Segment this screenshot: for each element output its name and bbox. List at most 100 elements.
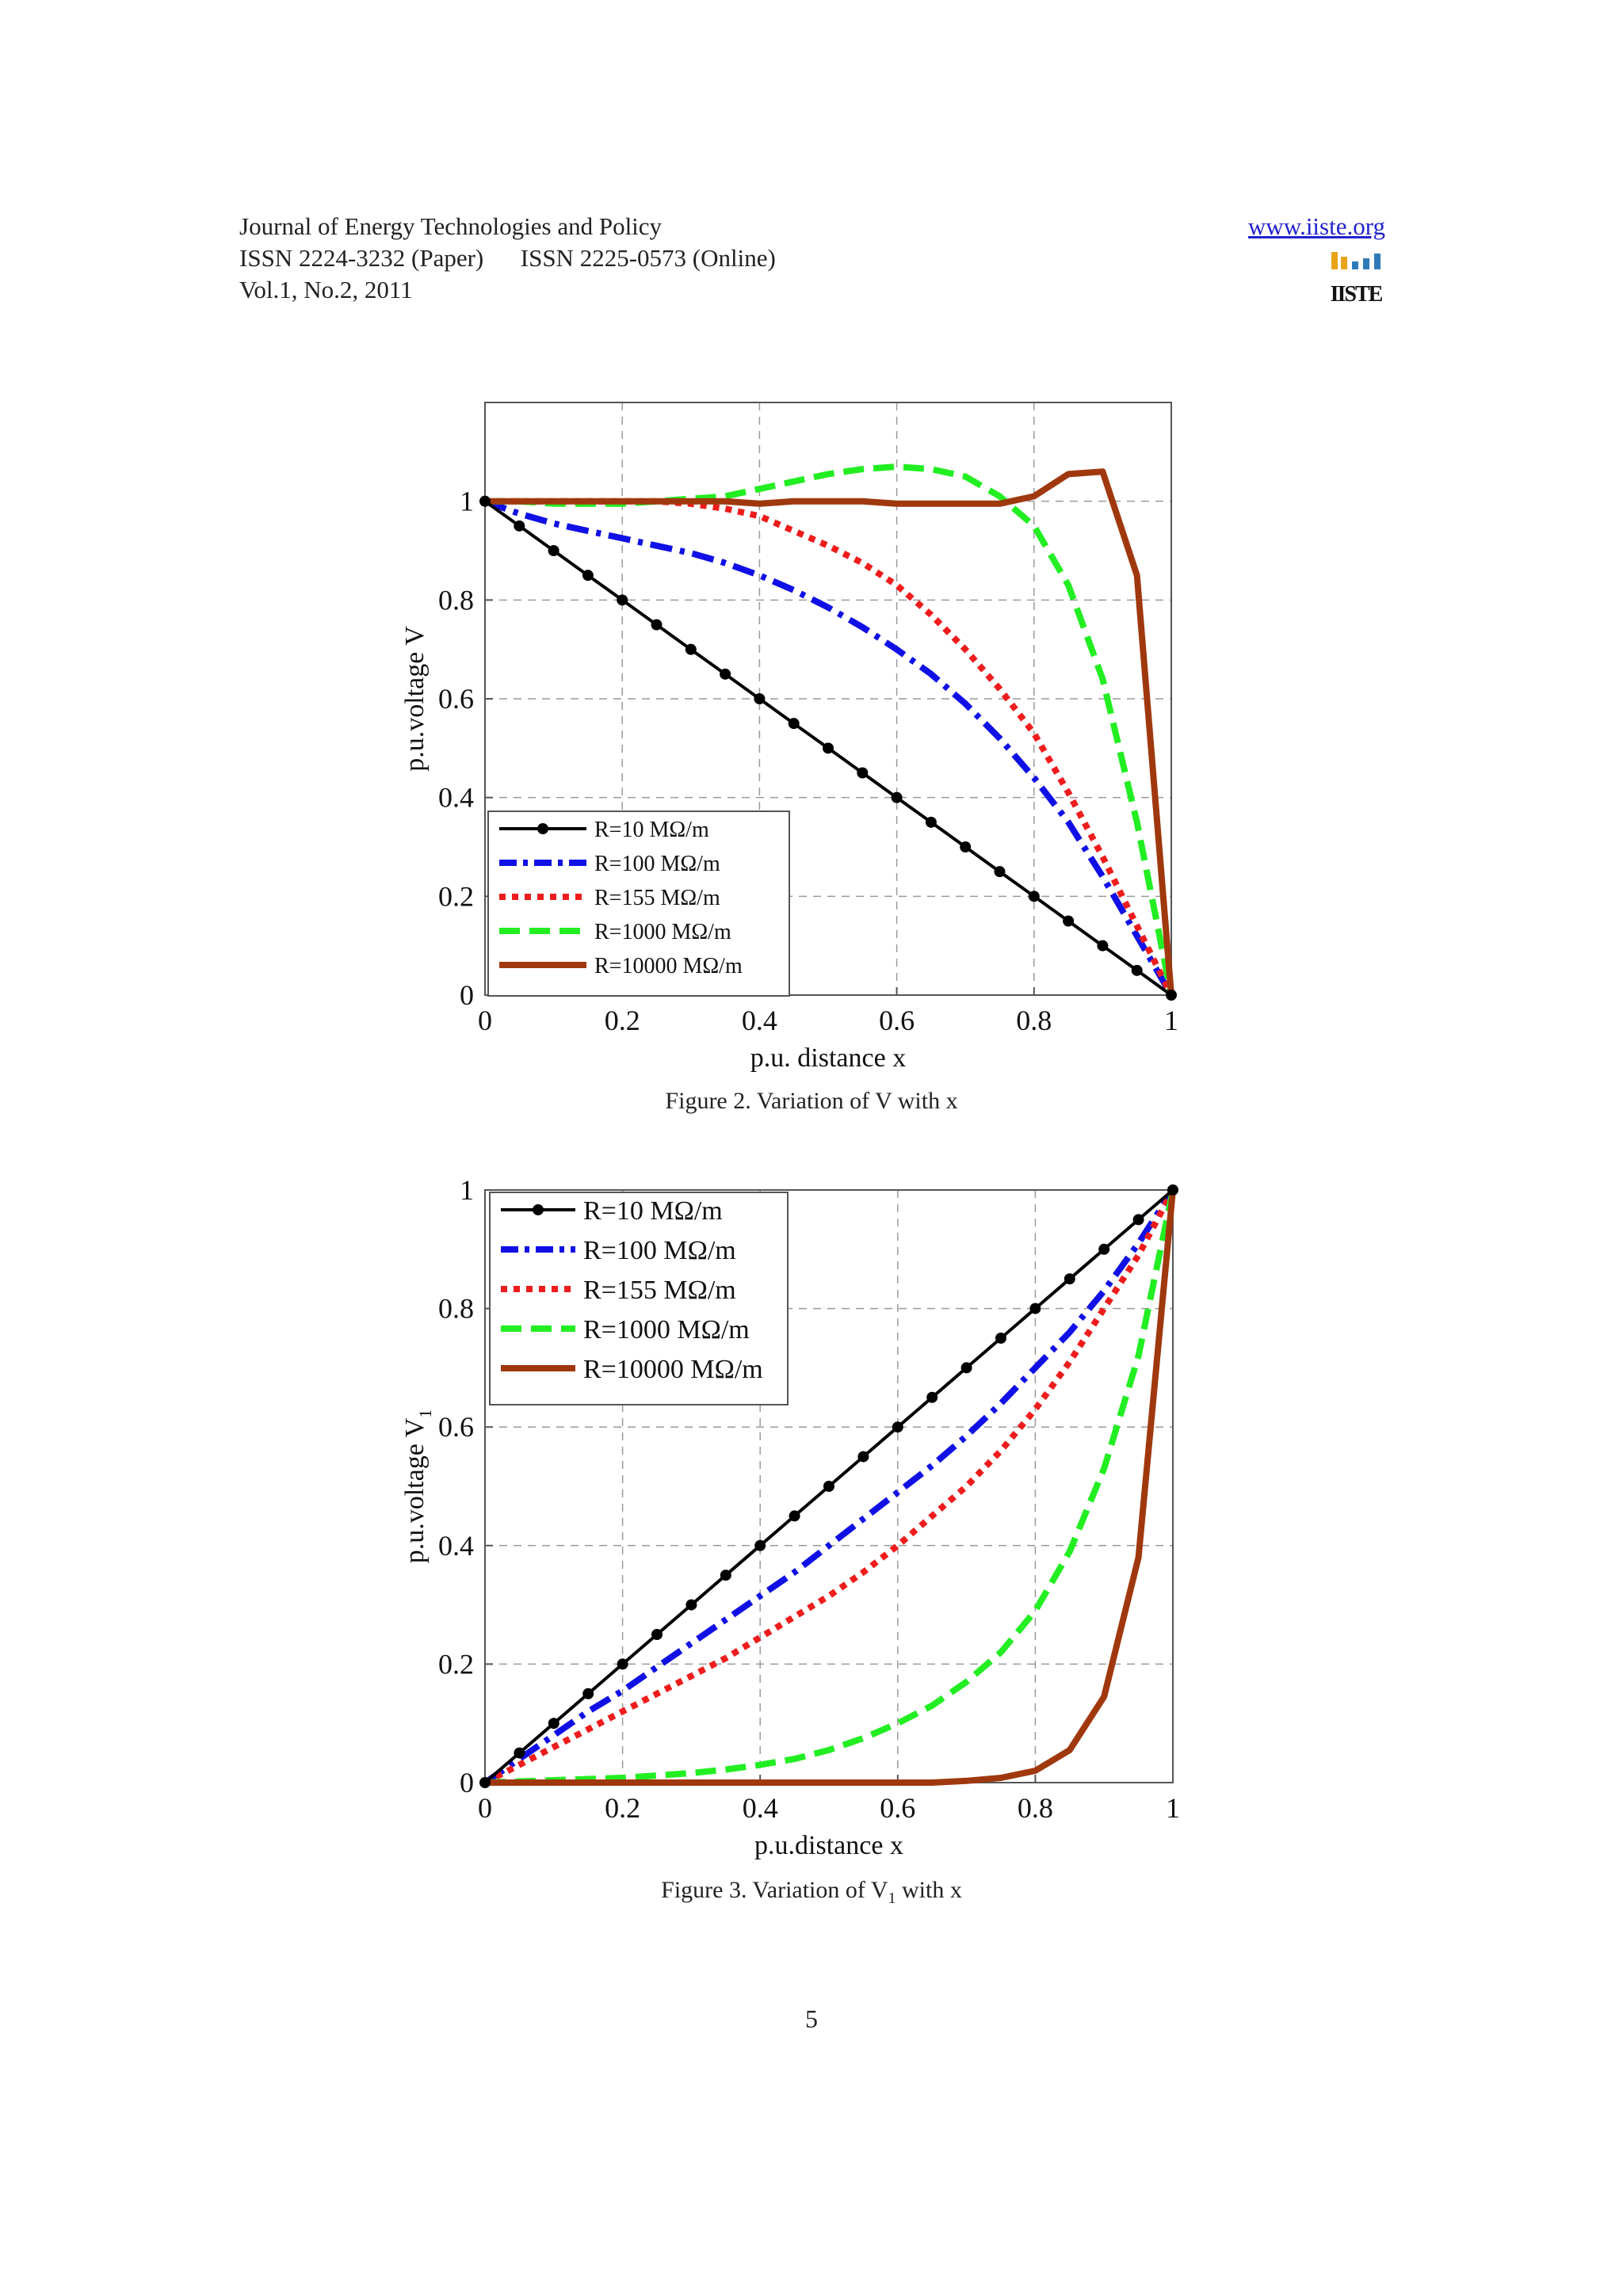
website-link[interactable]: www.iiste.org bbox=[1247, 212, 1385, 240]
data-point bbox=[685, 1599, 697, 1611]
data-point bbox=[823, 1481, 834, 1492]
data-point bbox=[479, 495, 491, 507]
data-point bbox=[617, 594, 628, 606]
data-point bbox=[548, 1718, 559, 1730]
legend-box bbox=[489, 1192, 789, 1405]
x-tick-label: 0 bbox=[478, 1792, 492, 1824]
data-point bbox=[960, 1362, 972, 1374]
data-point bbox=[720, 668, 731, 680]
x-tick-label: 0.2 bbox=[605, 1005, 640, 1036]
issn-line: ISSN 2224-3232 (Paper) ISSN 2225-0573 (O… bbox=[239, 242, 776, 274]
legend-marker bbox=[537, 823, 548, 834]
data-point bbox=[925, 816, 937, 828]
x-tick-label: 1 bbox=[1164, 1005, 1178, 1036]
figure-3-caption: Figure 3. Variation of V1 with x bbox=[0, 1875, 1623, 1914]
data-point bbox=[1166, 990, 1177, 1001]
series-line bbox=[484, 1189, 1176, 1786]
series-line bbox=[483, 500, 1173, 997]
data-point bbox=[1098, 1243, 1110, 1255]
data-point bbox=[892, 1421, 903, 1433]
y-tick-label: 0 bbox=[460, 979, 474, 1011]
data-point bbox=[685, 643, 697, 655]
y-tick-label: 0.2 bbox=[438, 880, 474, 912]
series-line bbox=[483, 1188, 1174, 1784]
y-tick-label: 1 bbox=[460, 1174, 474, 1206]
series-line bbox=[485, 1189, 1176, 1786]
data-point bbox=[995, 1333, 1006, 1344]
data-point bbox=[926, 1391, 938, 1403]
logo-text: IISTE bbox=[1331, 282, 1383, 306]
y-tick-label: 0.4 bbox=[438, 1530, 474, 1562]
data-point bbox=[789, 1510, 800, 1522]
y-axis-label-sub: 1 bbox=[415, 1409, 435, 1418]
volume-line: Vol.1, No.2, 2011 bbox=[239, 276, 413, 303]
data-point bbox=[1064, 1273, 1075, 1285]
x-tick-label: 1 bbox=[1166, 1792, 1180, 1824]
legend-label: R=100 MΩ/m bbox=[594, 852, 720, 876]
data-point bbox=[754, 1539, 766, 1551]
x-tick-label: 0.8 bbox=[1018, 1792, 1053, 1824]
x-tick-label: 0.4 bbox=[742, 1005, 777, 1036]
legend-label: R=1000 MΩ/m bbox=[583, 1315, 750, 1344]
x-tick-label: 0.2 bbox=[605, 1792, 640, 1824]
series-line bbox=[485, 463, 1174, 996]
legend-box bbox=[487, 810, 790, 997]
data-point bbox=[994, 866, 1006, 878]
y-tick-label: 0.8 bbox=[438, 584, 474, 616]
x-tick-label: 0.4 bbox=[743, 1792, 778, 1824]
legend-label: R=10000 MΩ/m bbox=[594, 954, 743, 978]
legend-label: R=155 MΩ/m bbox=[594, 886, 720, 910]
y-tick-label: 0.8 bbox=[438, 1293, 474, 1325]
series-line bbox=[485, 498, 1174, 997]
figure-3-caption-prefix: Figure 3. Variation of V bbox=[661, 1877, 888, 1903]
x-tick-label: 0 bbox=[478, 1005, 492, 1036]
y-axis-label: p.u.voltage V bbox=[400, 626, 430, 772]
legend-label: R=155 MΩ/m bbox=[583, 1276, 736, 1305]
page-number: 5 bbox=[805, 2004, 818, 2033]
plot-frame bbox=[484, 1189, 1174, 1783]
data-point bbox=[1167, 1184, 1178, 1196]
data-point bbox=[479, 1777, 491, 1788]
journal-title: Journal of Energy Technologies and Polic… bbox=[239, 212, 663, 240]
figure-3-caption-suffix: with x bbox=[896, 1877, 962, 1903]
data-point bbox=[582, 1688, 594, 1699]
data-point bbox=[514, 1747, 525, 1759]
series-line bbox=[485, 468, 1174, 996]
figure-3-caption-sub: 1 bbox=[888, 1890, 896, 1907]
data-point bbox=[651, 1629, 663, 1640]
data-point bbox=[582, 570, 594, 582]
y-axis-label: p.u.voltage V1 bbox=[400, 1409, 435, 1564]
data-point bbox=[1097, 940, 1109, 952]
legend-marker bbox=[533, 1204, 544, 1215]
x-axis-label: p.u. distance x bbox=[750, 1043, 906, 1073]
y-tick-label: 0.2 bbox=[438, 1648, 474, 1680]
y-tick-label: 0 bbox=[460, 1767, 474, 1798]
data-point bbox=[1063, 915, 1075, 927]
iiste-logo: IISTE bbox=[1331, 252, 1384, 306]
x-tick-label: 0.6 bbox=[880, 1792, 915, 1824]
data-point bbox=[1028, 891, 1040, 902]
data-point bbox=[617, 1658, 628, 1670]
legend-label: R=100 MΩ/m bbox=[583, 1236, 736, 1265]
issn-paper: ISSN 2224-3232 (Paper) bbox=[239, 244, 484, 272]
y-tick-label: 0.6 bbox=[438, 683, 474, 715]
data-point bbox=[960, 841, 972, 852]
x-tick-label: 0.6 bbox=[879, 1005, 915, 1036]
plot-frame bbox=[484, 402, 1172, 996]
data-point bbox=[857, 1451, 869, 1463]
x-tick-label: 0.8 bbox=[1016, 1005, 1052, 1036]
legend-label: R=10000 MΩ/m bbox=[583, 1355, 763, 1384]
legend-label: R=1000 MΩ/m bbox=[594, 920, 731, 944]
data-point bbox=[548, 545, 559, 556]
data-point bbox=[1131, 964, 1143, 976]
data-point bbox=[651, 619, 663, 631]
y-tick-label: 0.4 bbox=[438, 782, 474, 814]
data-point bbox=[891, 791, 903, 803]
data-point bbox=[754, 693, 766, 704]
data-point bbox=[1132, 1214, 1144, 1226]
legend-label: R=10 MΩ/m bbox=[583, 1196, 723, 1226]
data-point bbox=[788, 718, 800, 730]
data-point bbox=[514, 520, 525, 532]
